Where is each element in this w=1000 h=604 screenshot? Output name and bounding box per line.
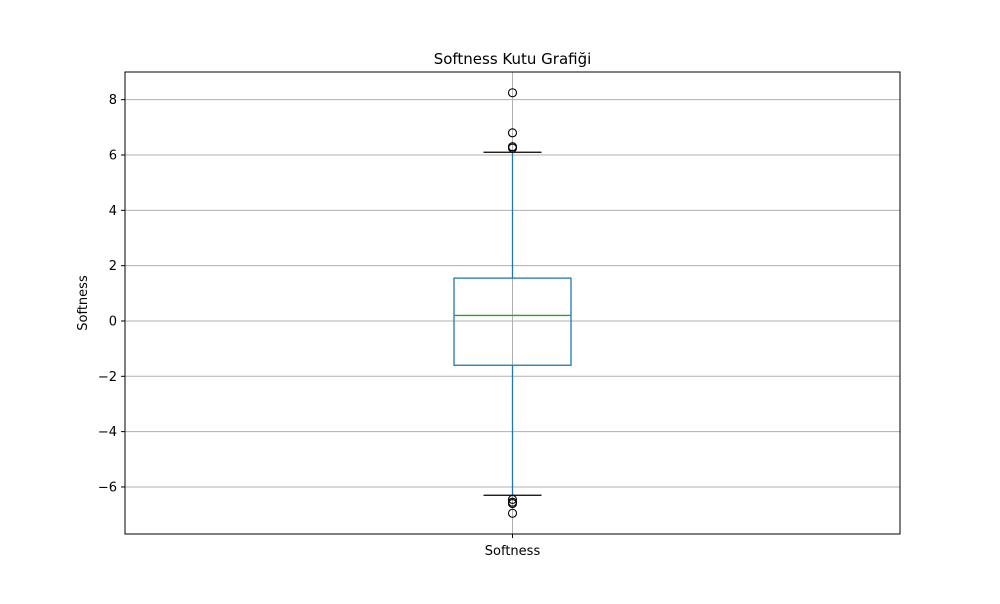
outlier-point bbox=[507, 88, 518, 98]
box-plot-series bbox=[453, 88, 572, 518]
y-tick-label: 2 bbox=[109, 259, 117, 274]
outlier-point bbox=[507, 508, 518, 518]
outlier-point bbox=[507, 128, 518, 138]
outlier-point bbox=[507, 499, 518, 509]
plot-area-frame bbox=[124, 71, 901, 535]
y-tick-label: 0 bbox=[109, 314, 117, 329]
y-axis-ticks: −6 −4 −2 0 2 4 6 8 bbox=[98, 93, 125, 495]
y-tick-label: −2 bbox=[98, 370, 117, 385]
y-tick-label: −4 bbox=[98, 425, 117, 440]
interquartile-box bbox=[453, 277, 572, 366]
y-tick-label: 8 bbox=[109, 93, 117, 108]
x-tick-label: Softness bbox=[485, 544, 541, 559]
y-tick-label: 4 bbox=[109, 204, 117, 219]
y-tick-label: −6 bbox=[98, 480, 117, 495]
outlier-point bbox=[507, 494, 518, 504]
y-tick-label: 6 bbox=[109, 148, 117, 163]
outlier-point bbox=[507, 143, 518, 153]
x-axis-ticks: Softness bbox=[485, 534, 541, 559]
chart-title: Softness Kutu Grafiği bbox=[434, 50, 592, 68]
y-axis-label: Softness bbox=[76, 275, 91, 331]
